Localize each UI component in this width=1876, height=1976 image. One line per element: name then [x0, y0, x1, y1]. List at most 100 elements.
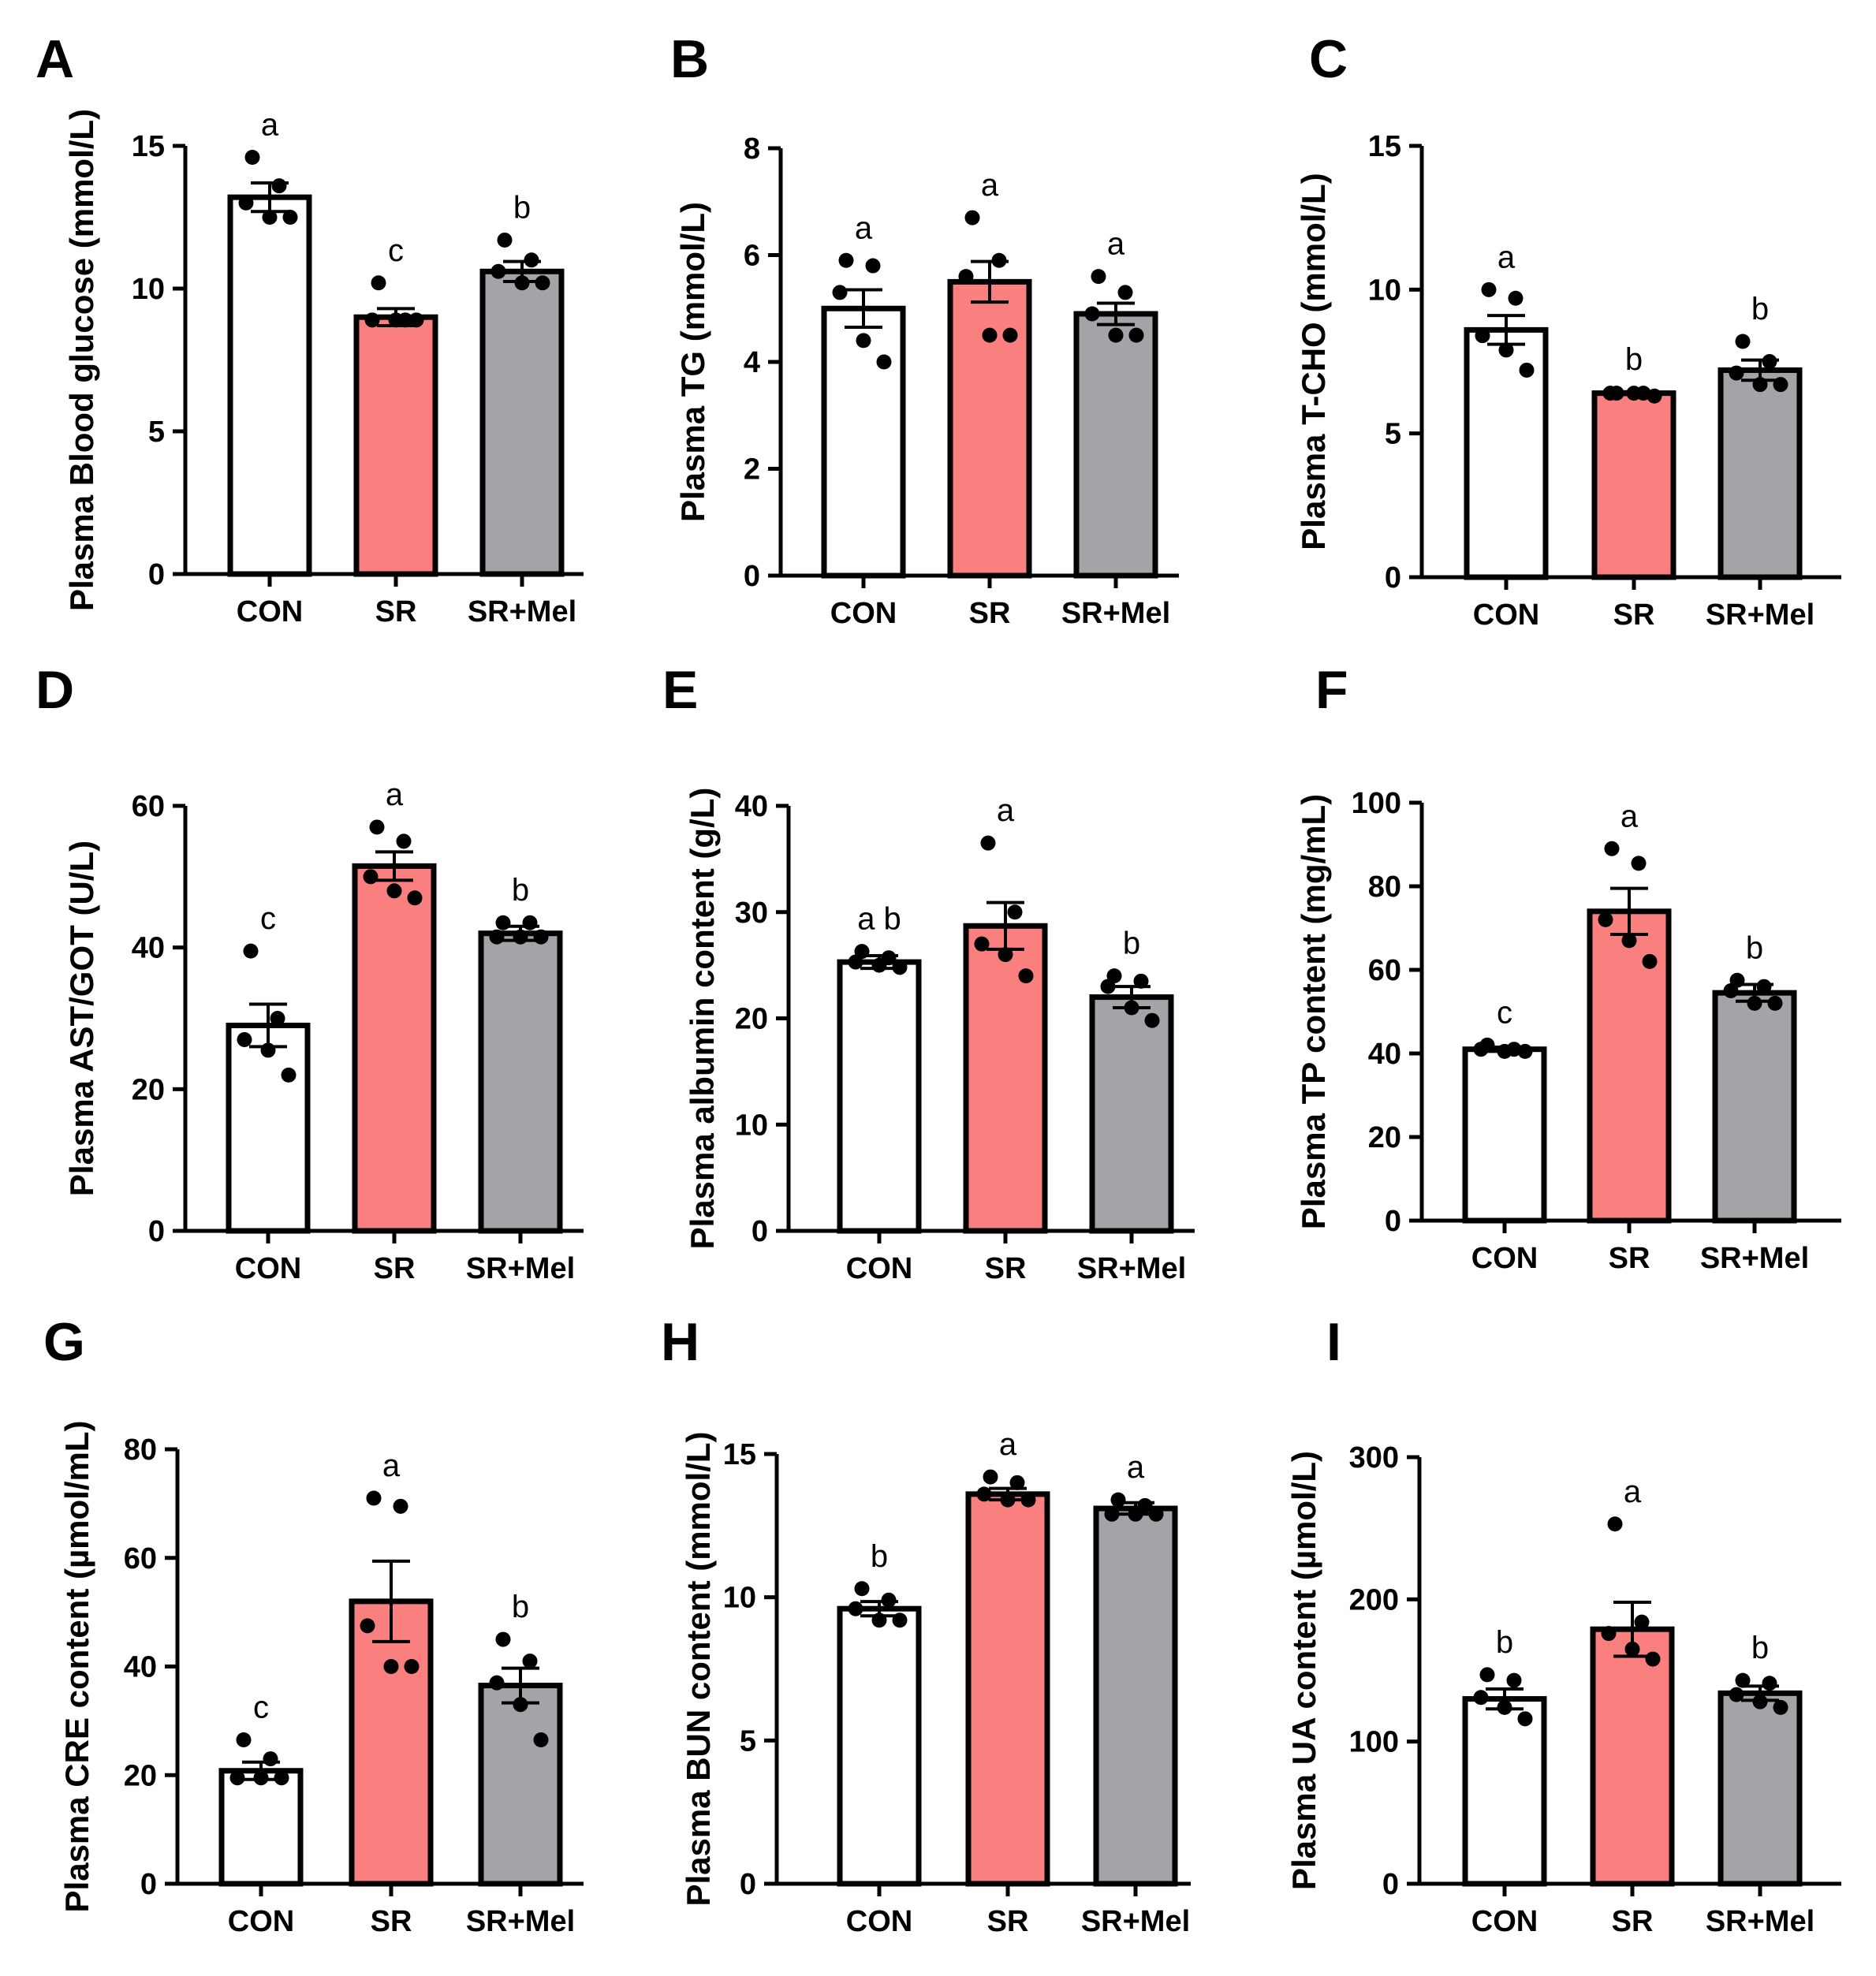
y-tick-label: 20 [132, 1073, 165, 1106]
data-point [1007, 904, 1023, 920]
chart-panel-e: E Plasma albumin content (g/L) 0 10 20 30 40 CO… [662, 660, 1195, 1285]
y-tick-label: 0 [744, 560, 760, 593]
significance-letter: b [512, 873, 529, 908]
data-point [1647, 388, 1662, 404]
data-point [1773, 1699, 1788, 1715]
y-tick-label: 40 [1368, 1038, 1401, 1071]
data-point [274, 1770, 289, 1786]
y-tick-label: 80 [1368, 871, 1401, 904]
x-category-label: SR [1612, 1905, 1654, 1938]
bar-sr [1591, 390, 1676, 580]
data-point [892, 960, 908, 975]
bar-sr-mel [479, 268, 565, 577]
y-tick-label: 4 [744, 346, 760, 379]
panel-letter: E [662, 660, 698, 720]
data-point [522, 1654, 538, 1669]
y-axis-label: Plasma AST/GOT (U/L) [63, 841, 100, 1196]
bar-sr [353, 314, 438, 577]
data-point [865, 258, 881, 274]
data-point [393, 1498, 408, 1514]
x-category-label: SR+Mel [1706, 598, 1814, 632]
data-point [513, 929, 528, 945]
data-point [282, 210, 298, 225]
data-point [236, 1732, 252, 1747]
data-point [980, 835, 996, 851]
significance-letter: c [1497, 995, 1512, 1030]
chart-panel-f: F Plasma TP content (mg/mL) 0 20 40 60 80 100 CO… [1295, 660, 1841, 1275]
y-tick-label: 60 [1368, 954, 1401, 987]
data-point [1631, 856, 1647, 871]
x-category-label: CON [237, 595, 303, 628]
x-category-label: SR [1609, 1242, 1650, 1275]
significance-letter: a [997, 793, 1015, 828]
x-category-label: CON [1473, 598, 1539, 632]
x-category-label: SR+Mel [466, 1252, 575, 1285]
y-tick-label: 0 [740, 1868, 756, 1901]
y-axis-label: Plasma Blood glucose (mmol/L) [63, 109, 100, 611]
y-tick-label: 40 [735, 790, 768, 823]
y-tick-label: 5 [740, 1724, 756, 1758]
bar-sr-mel [1093, 1505, 1178, 1887]
x-category-label: SR [375, 595, 417, 628]
data-point [848, 1601, 863, 1616]
bar-con [837, 959, 922, 1234]
data-point [522, 915, 538, 930]
y-tick-label: 100 [1352, 787, 1401, 820]
x-category-label: CON [228, 1905, 294, 1938]
y-tick-label: 5 [1385, 418, 1401, 451]
bar-sr [947, 278, 1032, 579]
bar-sr [352, 863, 437, 1234]
bar-con [1464, 326, 1549, 580]
data-point [1497, 1043, 1512, 1059]
significance-letter: b [871, 1539, 888, 1574]
data-point [983, 1469, 998, 1485]
significance-letter: b [513, 190, 531, 225]
data-point [1018, 968, 1034, 984]
y-tick-label: 0 [1382, 1868, 1399, 1901]
significance-letter: a [1621, 799, 1639, 833]
data-point [964, 210, 980, 226]
x-category-label: SR+Mel [466, 1905, 575, 1938]
data-point [489, 929, 505, 945]
bar-con [227, 194, 312, 577]
data-point [270, 1011, 285, 1026]
significance-letter: b [512, 1590, 529, 1624]
y-tick-label: 60 [124, 1542, 157, 1575]
significance-letter: b [1746, 930, 1763, 965]
data-point [1634, 1614, 1650, 1630]
panel-letter: G [43, 1312, 85, 1372]
bar-con [226, 1022, 311, 1234]
bar-sr-mel [1712, 990, 1797, 1224]
data-point [1723, 983, 1739, 998]
x-category-label: SR [969, 597, 1011, 630]
x-category-label: SR+Mel [1706, 1905, 1814, 1938]
data-point [371, 275, 386, 291]
bar-con [1462, 1696, 1547, 1887]
y-tick-label: 10 [735, 1109, 768, 1142]
significance-letter: a [1624, 1475, 1642, 1509]
panel-letter: A [35, 29, 74, 89]
data-point [1000, 1492, 1016, 1508]
bar-sr-mel [1717, 367, 1803, 580]
significance-letter: a b [857, 902, 901, 937]
y-tick-label: 30 [735, 897, 768, 930]
data-point [490, 263, 506, 279]
data-point [489, 1675, 505, 1691]
bar-con [1462, 1046, 1547, 1224]
chart-panel-d: D Plasma AST/GOT (U/L) 0 20 40 60 CON c SR a SR+Me… [35, 660, 584, 1285]
significance-letter: c [260, 901, 276, 936]
data-point [1506, 1672, 1522, 1688]
data-point [363, 869, 379, 885]
x-category-label: SR [374, 1252, 416, 1285]
data-point [881, 1592, 897, 1608]
y-axis-label: Plasma UA content (µmol/L) [1285, 1451, 1322, 1890]
bar-sr-mel [1073, 311, 1158, 579]
data-point [1100, 979, 1116, 994]
data-point [1645, 1651, 1661, 1667]
panel-letter: D [35, 660, 74, 720]
y-axis-label: Plasma albumin content (g/L) [684, 788, 721, 1250]
y-tick-label: 6 [744, 240, 760, 273]
x-category-label: SR [371, 1905, 412, 1938]
data-point [1729, 365, 1744, 381]
y-tick-label: 2 [744, 453, 760, 487]
